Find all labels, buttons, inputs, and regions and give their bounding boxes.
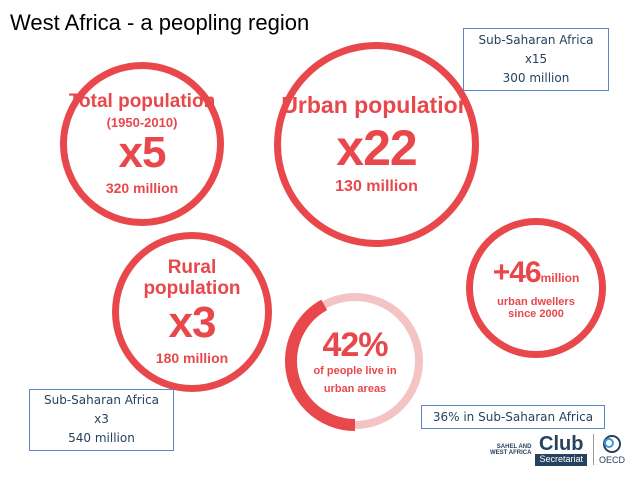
urban-dwellers-circle: +46 million urban dwellers since 2000 (466, 218, 606, 358)
urban-dwellers-line2: since 2000 (508, 308, 564, 320)
rural-population-circle: Rural population x3 180 million (112, 232, 272, 392)
note-top-right-line1: Sub-Saharan Africa (478, 33, 594, 47)
note-box-top-right: Sub-Saharan Africa x15 300 million (463, 28, 609, 91)
total-population-heading: Total population (68, 90, 216, 112)
rural-population-value: 180 million (155, 349, 229, 366)
swac-oecd-logo: SAHEL AND WEST AFRICA Club Secretariat O… (490, 434, 625, 466)
rural-population-multiplier: x3 (168, 297, 217, 347)
total-population-multiplier: x5 (118, 127, 167, 177)
note-top-right-line3: 300 million (502, 71, 570, 85)
logo-secretariat: Secretariat (535, 454, 587, 466)
urban-population-heading: Urban population (281, 91, 472, 118)
total-population-circle: Total population (1950-2010) x5 320 mill… (60, 62, 224, 226)
urban-dwellers-number: +46 (492, 256, 542, 289)
note-top-right-line2: x15 (524, 52, 548, 66)
urban-population-value: 130 million (335, 178, 418, 196)
total-population-period: (1950-2010) (106, 114, 178, 130)
urban-dwellers-figure: +46 million (493, 256, 580, 290)
urban-share-value: 42% (322, 326, 388, 365)
urban-share-circle: 42% of people live in urban areas (284, 290, 426, 432)
logo-sahel-text: SAHEL AND WEST AFRICA (490, 444, 531, 456)
note-bottom-left-line3: 540 million (68, 431, 135, 445)
logo-club-word: Club (539, 433, 584, 455)
urban-dwellers-line1: urban dwellers (497, 296, 575, 308)
note-box-bottom-left: Sub-Saharan Africa x3 540 million (29, 389, 174, 451)
note-bottom-left-line1: Sub-Saharan Africa (43, 393, 160, 407)
urban-share-line2: urban areas (323, 382, 387, 395)
logo-small-line2: WEST AFRICA (490, 449, 532, 456)
urban-share-line1: of people live in (313, 364, 397, 377)
oecd-globe-icon (602, 435, 621, 454)
rural-population-heading: Rural population (143, 257, 241, 299)
urban-dwellers-unit: million (540, 271, 580, 285)
logo-club: Club Secretariat (535, 434, 587, 466)
total-population-value: 320 million (105, 180, 179, 197)
slide-title: West Africa - a peopling region (10, 10, 310, 35)
note-bottom-mid-text: 36% in Sub-Saharan Africa (432, 410, 594, 424)
logo-oecd: OECD (592, 434, 625, 466)
urban-population-multiplier: x22 (336, 119, 417, 176)
note-bottom-left-line2: x3 (94, 412, 109, 426)
logo-small-line1: SAHEL AND (496, 443, 532, 450)
urban-population-circle: Urban population x22 130 million (274, 42, 479, 247)
note-box-bottom-mid: 36% in Sub-Saharan Africa (421, 405, 605, 429)
logo-oecd-text: OECD (598, 455, 625, 466)
